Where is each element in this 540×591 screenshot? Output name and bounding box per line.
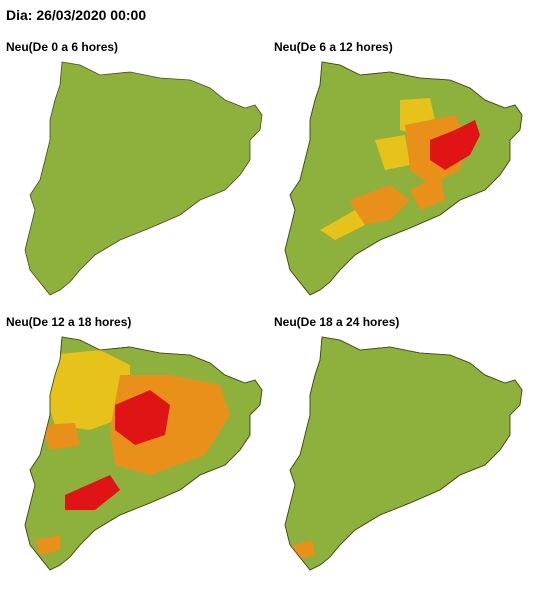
map-panel-2 (284, 61, 523, 296)
map-panel-1 (24, 61, 263, 296)
panel-title: Neu(De 12 a 18 hores) (6, 315, 131, 329)
panel-title: Neu(De 18 a 24 hores) (274, 315, 399, 329)
header-title: Dia: 26/03/2020 00:00 (6, 7, 146, 23)
map-panel-3 (24, 336, 263, 571)
panel-title: Neu(De 0 a 6 hores) (6, 40, 118, 54)
map-panel-4 (284, 336, 523, 571)
panel-title: Neu(De 6 a 12 hores) (274, 40, 393, 54)
